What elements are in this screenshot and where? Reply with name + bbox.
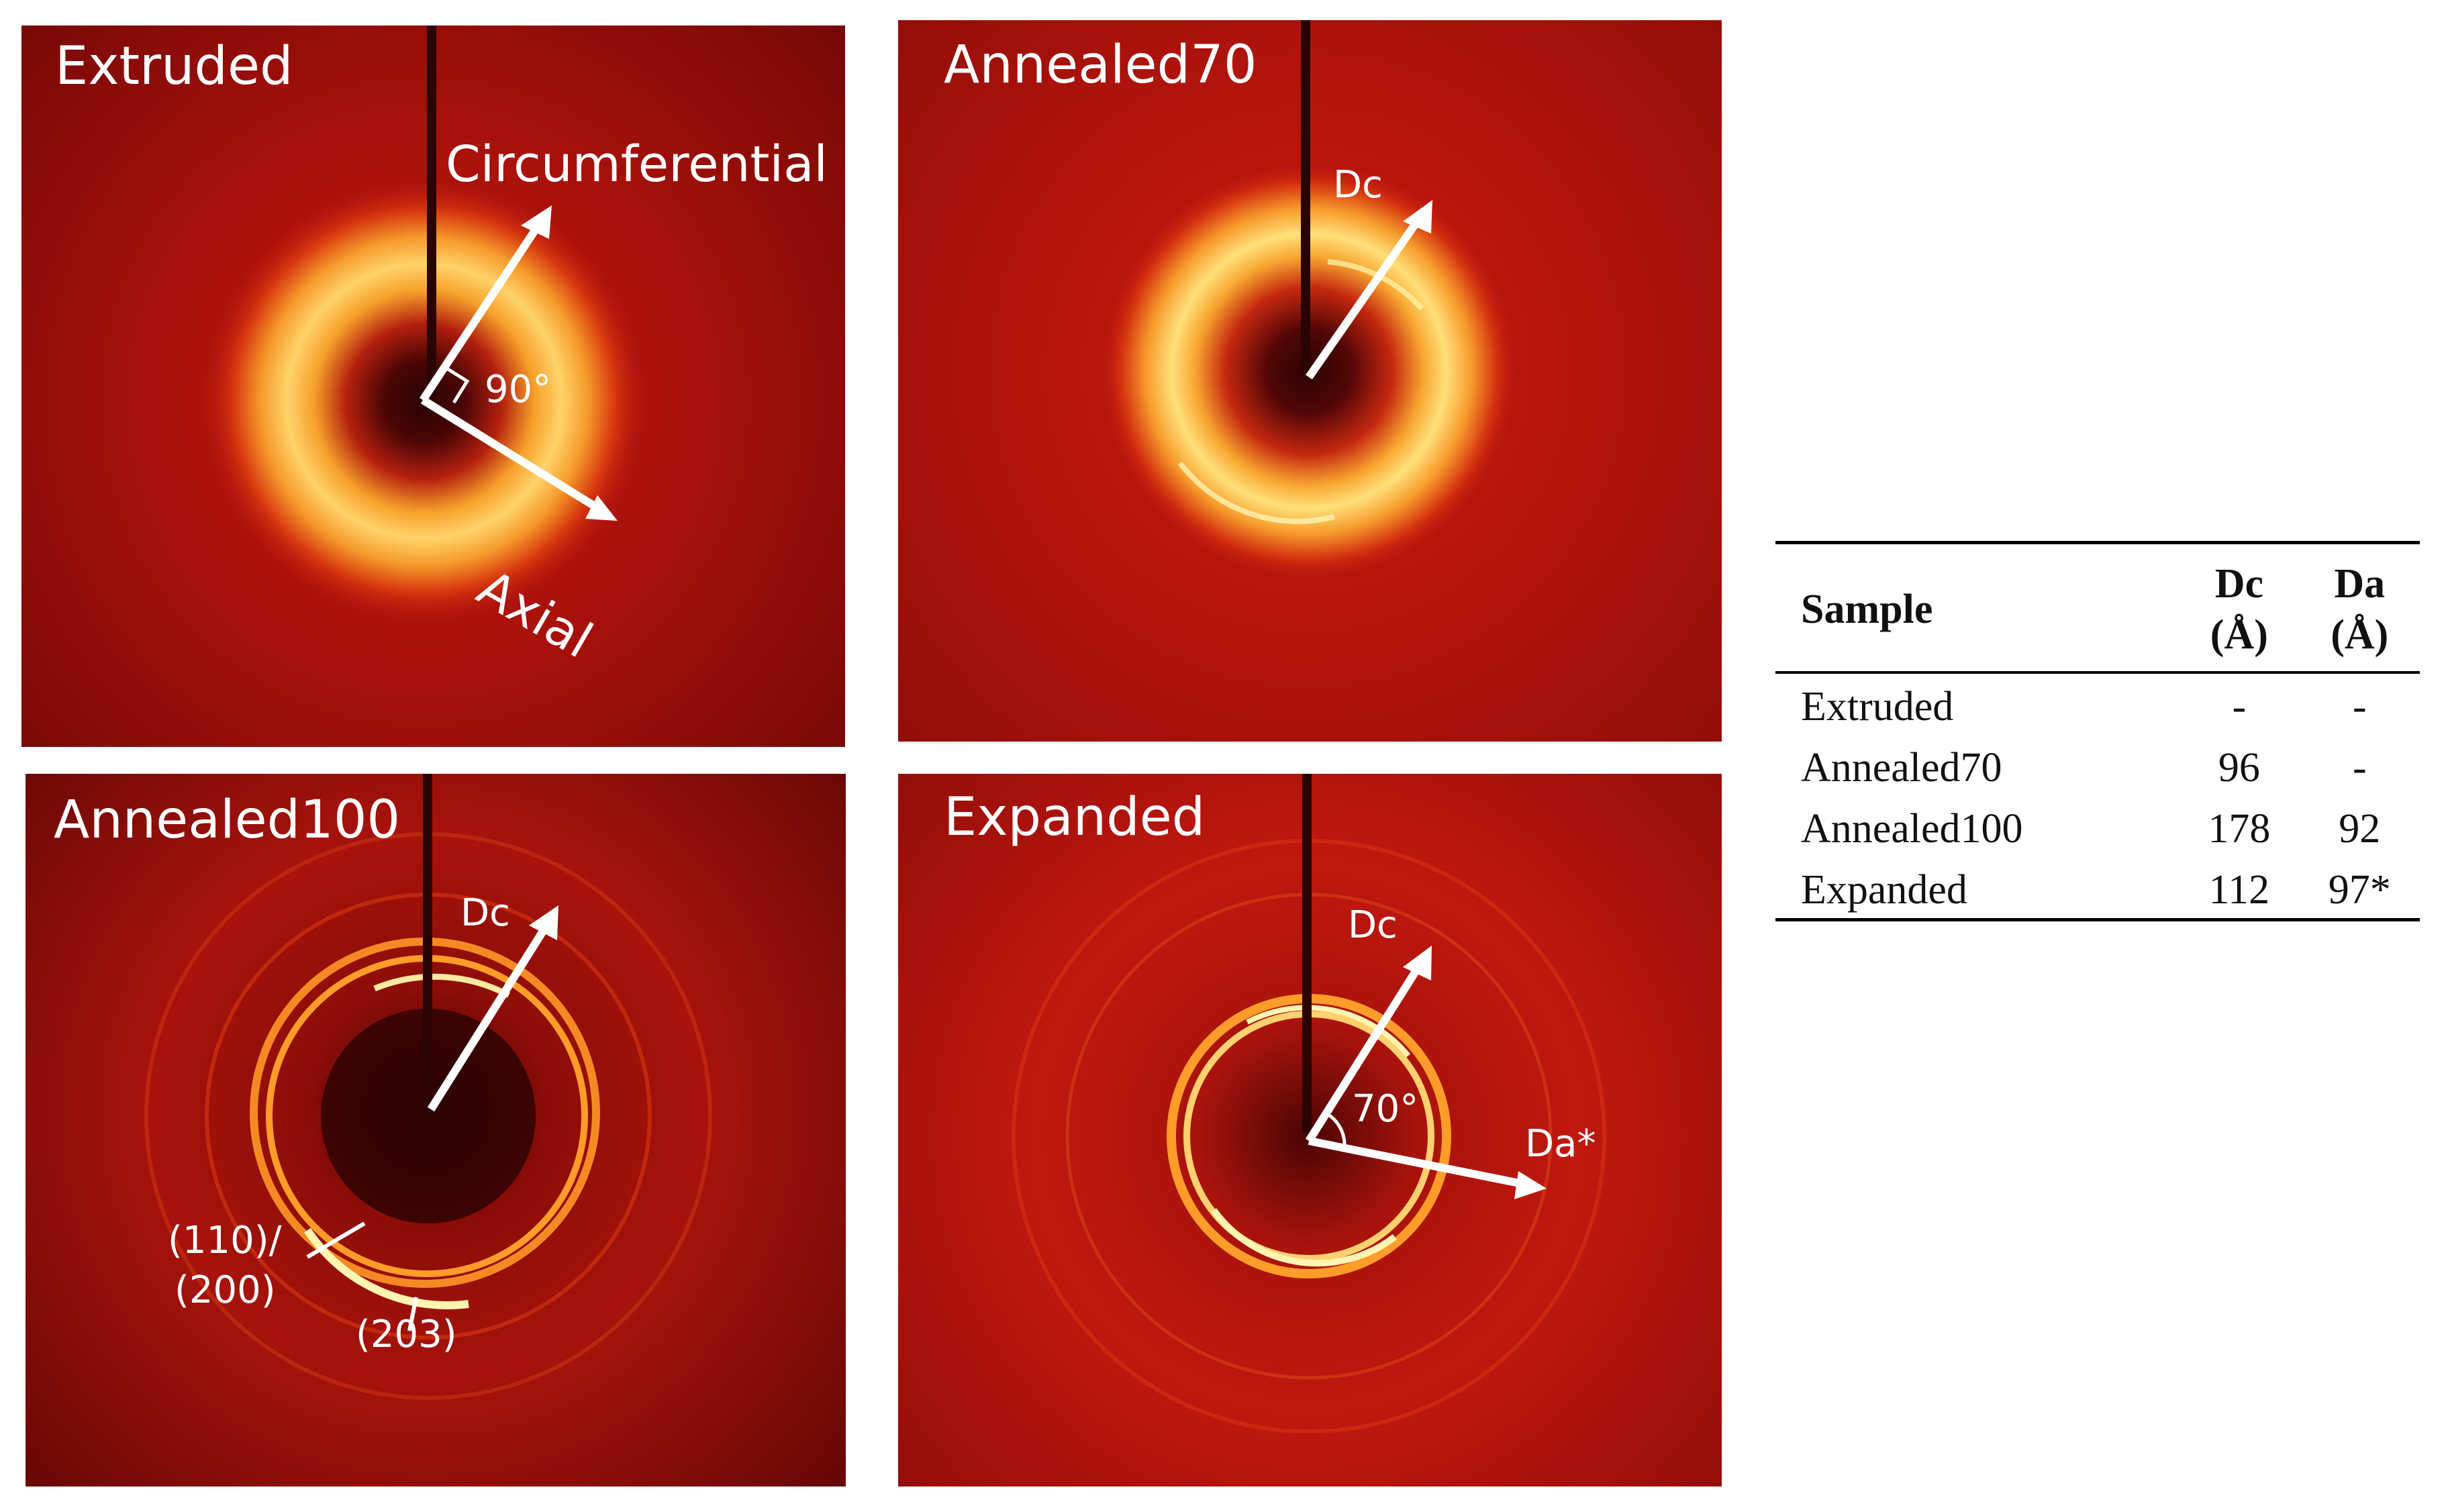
panel-annealed70: Annealed70 Dc: [898, 20, 1722, 742]
data-table: Sample Dc (Å) Da (Å) Extruded - - Anneal…: [1775, 541, 2420, 922]
header-sample: Sample: [1775, 542, 2180, 674]
dc-arrow-annealed100: [427, 905, 558, 1112]
cell-sample: Extruded: [1801, 684, 1954, 730]
axial-arrow: [420, 396, 601, 513]
header-da-name: Da: [2334, 561, 2386, 607]
panel-title-extruded: Extruded: [55, 36, 293, 97]
circumferential-label: Circumferential: [446, 136, 828, 193]
ring-label-110-200-line1: (110)/: [168, 1219, 282, 1262]
table-row: Annealed100 178 92: [1775, 796, 2420, 857]
da-arrow-expanded: [1308, 1137, 1530, 1189]
crystallite-size-table: Sample Dc (Å) Da (Å) Extruded - - Anneal…: [1775, 541, 2420, 922]
table-row: Extruded - -: [1775, 672, 2420, 735]
header-da-unit: (Å): [2331, 611, 2389, 658]
cell-sample: Expanded: [1801, 867, 1967, 913]
panel-annealed100: Annealed100 Dc (110)/ (200) (203): [26, 774, 846, 1486]
header-dc-name: Dc: [2214, 561, 2263, 607]
header-da: Da (Å): [2299, 542, 2420, 674]
diffraction-pattern-expanded: [898, 774, 1722, 1486]
arrows-expanded: [1305, 946, 1547, 1199]
circumferential-arrowhead: [521, 205, 552, 239]
dc-label-annealed100: Dc: [460, 891, 510, 935]
cell-da: -: [2352, 745, 2367, 791]
diffraction-pattern-extruded: [21, 26, 845, 747]
dc-arrow-annealed70: [1306, 200, 1432, 380]
diffraction-pattern-annealed70: [898, 20, 1722, 742]
dc-label-expanded: Dc: [1348, 903, 1398, 947]
table-header-row: Sample Dc (Å) Da (Å): [1775, 542, 2420, 674]
arrows-extruded: [419, 205, 618, 521]
axial-arrowhead: [585, 495, 618, 521]
da-label-expanded: Da*: [1525, 1122, 1596, 1166]
dc-arrow-expanded: [1305, 959, 1426, 1144]
panel-title-annealed100: Annealed100: [54, 790, 401, 850]
panel-title-expanded: Expanded: [944, 787, 1206, 848]
right-angle-marker: [444, 366, 470, 404]
angle-label-90: 90°: [485, 368, 552, 411]
cell-sample: Annealed100: [1801, 806, 2023, 852]
cell-dc: -: [2232, 684, 2247, 730]
ring-label-203: (203): [356, 1313, 457, 1356]
cell-da: 97*: [2328, 867, 2391, 913]
cell-dc: 96: [2218, 745, 2260, 791]
table-row: Annealed70 96 -: [1775, 735, 2420, 796]
dc-label-annealed70: Dc: [1333, 163, 1383, 207]
cell-da: -: [2352, 684, 2367, 730]
ring-label-110-200-line2: (200): [175, 1268, 276, 1312]
header-dc-unit: (Å): [2210, 611, 2268, 658]
angle-label-70: 70°: [1352, 1087, 1419, 1131]
diffraction-pattern-annealed100: [26, 774, 846, 1486]
ring-index-leaders: [306, 1221, 418, 1331]
panel-expanded: Expanded Dc 70° Da*: [898, 774, 1722, 1486]
cell-sample: Annealed70: [1801, 745, 2002, 791]
table-row: Expanded 112 97*: [1775, 857, 2420, 920]
panel-extruded: Extruded Circumferential 90° Axial: [21, 26, 845, 747]
circumferential-arrow: [419, 217, 546, 403]
header-dc: Dc (Å): [2179, 542, 2300, 674]
cell-da: 92: [2339, 806, 2381, 852]
cell-dc: 178: [2208, 806, 2271, 852]
panel-title-annealed70: Annealed70: [944, 35, 1257, 95]
cell-dc: 112: [2208, 867, 2270, 913]
angle-arc-70: [1325, 1111, 1347, 1148]
